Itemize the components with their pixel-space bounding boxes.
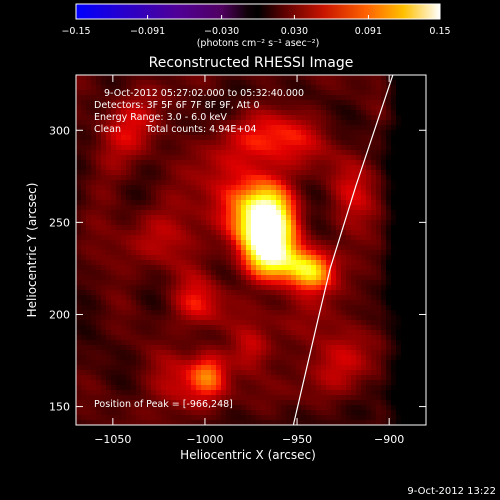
footer-timestamp: 9-Oct-2012 13:22 xyxy=(407,486,496,497)
x-tick-label: −950 xyxy=(282,433,312,446)
annotation-peak: Position of Peak = [-966,248] xyxy=(94,399,233,410)
colorbar: −0.15 −0.091 −0.030 0.030 0.091 0.15 (photons… xyxy=(61,3,451,49)
chart-title: Reconstructed RHESSI Image xyxy=(149,55,354,71)
y-tick-label: 200 xyxy=(49,308,70,321)
colorbar-tick-label: 0.030 xyxy=(281,26,308,37)
y-axis-label: Heliocentric Y (arcsec) xyxy=(25,183,39,318)
colorbar-units: (photons cm⁻² s⁻¹ asec⁻²) xyxy=(197,38,320,49)
colorbar-tick-label: −0.091 xyxy=(130,26,165,37)
x-tick-label: −900 xyxy=(374,433,404,446)
colorbar-tick-label: −0.030 xyxy=(204,26,239,37)
annotations: 9-Oct-2012 05:27:02.000 to 05:32:40.000 … xyxy=(94,88,304,410)
x-tick-label: −1050 xyxy=(94,433,131,446)
annotation-total-counts: Total counts: 4.94E+04 xyxy=(145,124,256,135)
y-tick-label: 300 xyxy=(49,124,70,137)
colorbar-ticks: −0.15 −0.091 −0.030 0.030 0.091 0.15 xyxy=(61,15,451,37)
y-tick-label: 150 xyxy=(49,401,70,414)
colorbar-tick-label: −0.15 xyxy=(61,26,90,37)
colorbar-tick-label: 0.091 xyxy=(355,26,382,37)
colorbar-tick-label: 0.15 xyxy=(429,26,450,37)
annotation-method: Clean xyxy=(94,124,121,135)
colorbar-strip xyxy=(75,3,441,20)
x-axis-ticks: −1050 −1000 −950 −900 xyxy=(94,75,404,446)
y-tick-label: 250 xyxy=(49,216,70,229)
plot-frame xyxy=(75,74,427,426)
annotation-energy: Energy Range: 3.0 - 6.0 keV xyxy=(94,112,227,123)
heatmap-image xyxy=(76,75,426,425)
annotation-time-range: 9-Oct-2012 05:27:02.000 to 05:32:40.000 xyxy=(104,88,304,99)
y-axis-ticks: 150 200 250 300 xyxy=(49,124,426,414)
x-axis-label: Heliocentric X (arcsec) xyxy=(180,448,316,462)
x-tick-label: −1000 xyxy=(186,433,223,446)
annotation-detectors: Detectors: 3F 5F 6F 7F 8F 9F, Att 0 xyxy=(94,100,260,111)
plot-area: −1050 −1000 −950 −900 150 200 250 300 xyxy=(49,74,427,446)
solar-limb-curve xyxy=(292,75,394,425)
